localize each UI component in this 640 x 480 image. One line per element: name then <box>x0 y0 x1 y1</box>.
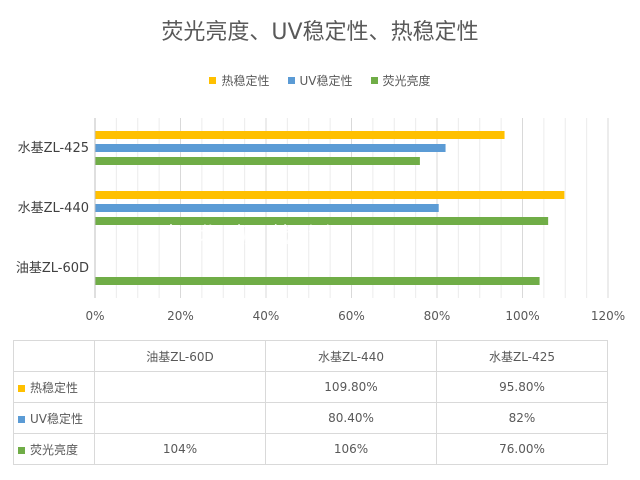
legend-label-thermal: 热稳定性 <box>221 74 270 88</box>
table-row-header: 荧光亮度 <box>13 433 95 465</box>
data-table: 油基ZL-60D 水基ZL-440 水基ZL-425 热稳定性 109.80% … <box>13 340 608 465</box>
table-cell: 80.40% <box>265 402 437 434</box>
table-cell: 106% <box>265 433 437 465</box>
legend-swatch-thermal <box>209 77 217 84</box>
row-label: 荧光亮度 <box>30 442 79 457</box>
bar-fluorescence <box>95 157 420 165</box>
row-label: 热稳定性 <box>30 380 79 395</box>
bar-chart: 0% 20% 40% 60% 80% 100% 120% 水基ZL-425 水基ZL-440 油基… <box>16 118 625 323</box>
y-category-label: 水基ZL-440 <box>18 201 89 216</box>
x-tick-label: 60% <box>338 309 365 323</box>
table-col-header: 水基ZL-440 <box>265 340 437 372</box>
row-label: UV稳定性 <box>30 411 83 426</box>
table-cell: 109.80% <box>265 371 437 403</box>
x-tick-label: 120% <box>591 309 625 323</box>
bar-thermal <box>95 191 565 199</box>
table-corner-cell <box>13 340 95 372</box>
legend-swatch-fluorescence <box>370 77 378 84</box>
legend-label-fluorescence: 荧光亮度 <box>382 74 431 88</box>
table-cell: 76.00% <box>436 433 608 465</box>
bar-fluorescence <box>95 217 549 225</box>
table-row: UV稳定性 80.40% 82% <box>13 402 608 434</box>
bar-thermal <box>95 131 505 139</box>
table-row: 热稳定性 109.80% 95.80% <box>13 371 608 403</box>
legend-item-uv: UV稳定性 <box>287 72 353 89</box>
row-swatch <box>18 384 25 392</box>
table-row: 荧光亮度 104% 106% 76.00% <box>13 433 608 465</box>
y-category-label: 水基ZL-425 <box>18 141 89 156</box>
table-col-header: 水基ZL-425 <box>436 340 608 372</box>
table-cell <box>94 371 266 403</box>
table-cell <box>94 402 266 434</box>
legend-item-fluorescence: 荧光亮度 <box>370 72 431 89</box>
x-tick-label: 100% <box>505 309 539 323</box>
legend-swatch-uv <box>287 77 295 84</box>
row-swatch <box>18 446 25 454</box>
table-col-header: 油基ZL-60D <box>94 340 266 372</box>
bar-uv <box>95 144 446 152</box>
bar-fluorescence <box>95 277 540 285</box>
x-tick-label: 80% <box>424 309 451 323</box>
x-tick-label: 20% <box>167 309 194 323</box>
table-cell: 82% <box>436 402 608 434</box>
table-row-header: UV稳定性 <box>13 402 95 434</box>
table-cell: 104% <box>94 433 266 465</box>
y-category-label: 油基ZL-60D <box>16 261 89 276</box>
legend-label-uv: UV稳定性 <box>299 74 353 88</box>
x-tick-label: 40% <box>253 309 280 323</box>
bar-uv <box>95 204 439 212</box>
chart-title: 荧光亮度、UV稳定性、热稳定性 <box>161 20 479 45</box>
watermark: 南 北 极 检 测 <box>160 224 334 249</box>
legend-item-thermal: 热稳定性 <box>209 72 270 89</box>
x-tick-label: 0% <box>85 309 104 323</box>
table-header-row: 油基ZL-60D 水基ZL-440 水基ZL-425 <box>13 340 608 372</box>
row-swatch <box>18 415 25 423</box>
table-row-header: 热稳定性 <box>13 371 95 403</box>
table-cell: 95.80% <box>436 371 608 403</box>
legend: 热稳定性 UV稳定性 荧光亮度 <box>0 72 640 89</box>
